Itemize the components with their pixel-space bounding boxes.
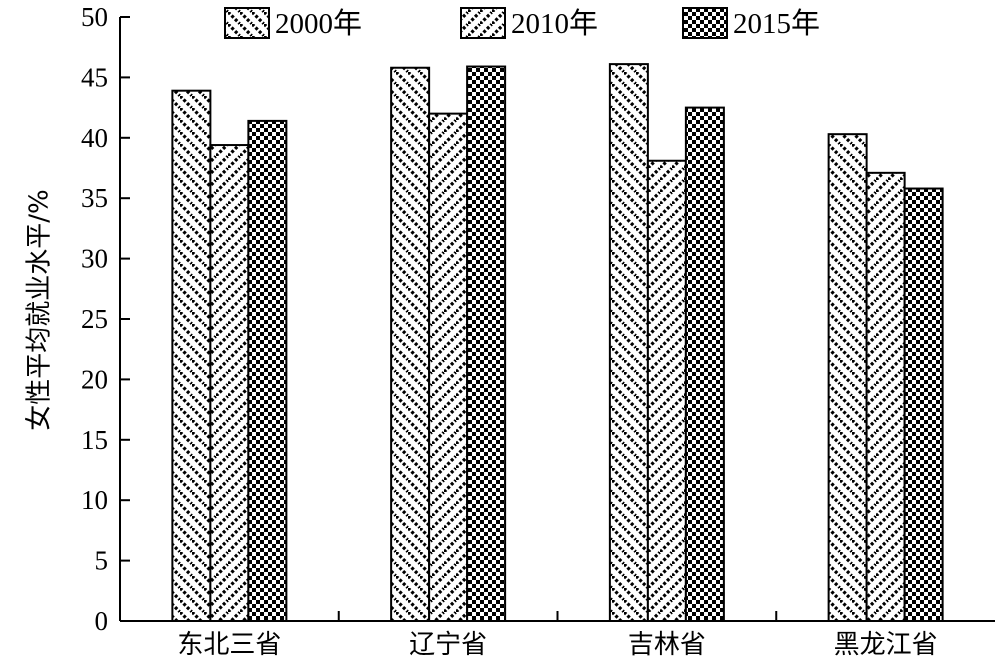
bar-0-1 — [209, 144, 250, 622]
y-axis: 0 5 10 15 20 25 30 35 40 45 50 — [81, 2, 130, 636]
bar-2-2 — [684, 106, 725, 623]
bar-2-0 — [608, 63, 649, 622]
bar-0-2 — [247, 119, 288, 622]
y-tick-label: 25 — [81, 304, 108, 334]
bars — [171, 63, 944, 623]
y-tick-label: 20 — [81, 364, 108, 394]
y-tick-label: 10 — [81, 485, 108, 515]
bar-3-0 — [827, 133, 868, 622]
legend-swatch-1 — [460, 7, 506, 39]
x-tick-label: 辽宁省 — [409, 630, 487, 660]
y-tick-label: 15 — [81, 425, 108, 455]
x-axis: 东北三省 辽宁省 吉林省 黑龙江省 — [120, 611, 995, 660]
x-tick-label: 东北三省 — [177, 630, 281, 660]
legend-swatch-0 — [224, 7, 270, 39]
y-tick-label: 5 — [95, 546, 109, 576]
y-tick-label: 35 — [81, 183, 108, 213]
bar-1-2 — [466, 65, 507, 622]
y-tick-label: 40 — [81, 123, 108, 153]
legend-label-1: 2010年 — [511, 7, 598, 40]
x-tick-label: 黑龙江省 — [834, 630, 938, 660]
legend-swatch-2 — [682, 7, 728, 39]
y-tick-label: 0 — [95, 606, 109, 636]
bar-3-2 — [903, 187, 944, 622]
bar-1-0 — [390, 66, 431, 622]
legend-label-0: 2000年 — [275, 7, 362, 40]
y-tick-label: 45 — [81, 62, 108, 92]
bar-2-1 — [646, 159, 687, 622]
legend: 2000年 2010年 2015年 — [224, 7, 820, 40]
y-axis-label: 女性平均就业水平/% — [25, 189, 55, 430]
y-tick-label: 30 — [81, 244, 108, 274]
y-tick-label: 50 — [81, 2, 108, 32]
x-tick-label: 吉林省 — [628, 630, 706, 660]
bar-3-1 — [865, 171, 906, 622]
legend-label-2: 2015年 — [733, 7, 820, 40]
bar-0-0 — [171, 89, 212, 623]
bar-1-1 — [428, 112, 469, 622]
